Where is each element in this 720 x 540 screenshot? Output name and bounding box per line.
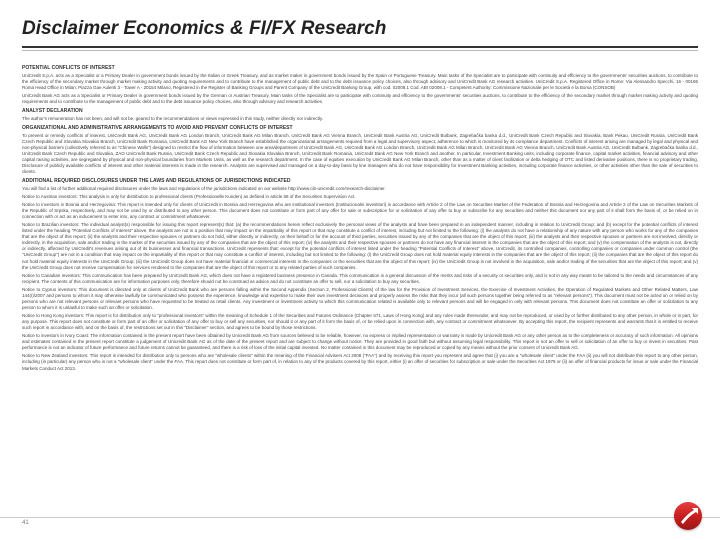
disclaimer-paragraph: Notice to Austrian investors: This analy… (22, 194, 698, 200)
footer-rule (0, 517, 720, 518)
disclaimer-paragraph: Notice to Brazilian investors: The indiv… (22, 222, 698, 271)
disclaimer-paragraph: Notice to investors in Ivory Coast: The … (22, 333, 698, 351)
page-number: 41 (22, 520, 29, 526)
disclaimer-body: POTENTIAL CONFLICTS OF INTERESTUniCredit… (22, 65, 698, 372)
section-heading: POTENTIAL CONFLICTS OF INTEREST (22, 65, 698, 72)
divider-light (22, 50, 698, 51)
disclaimer-paragraph: To prevent or remedy conflicts of intere… (22, 133, 698, 175)
divider-dark (22, 46, 698, 48)
disclaimer-paragraph: Notice to Cyprus investors: This documen… (22, 287, 698, 311)
page-title: Disclaimer Economics & FI/FX Research (22, 18, 698, 40)
disclaimer-paragraph: UniCredit Bank AG acts as a Specialist o… (22, 93, 698, 105)
disclaimer-page: Disclaimer Economics & FI/FX Research PO… (0, 0, 720, 372)
unicredit-logo (674, 502, 702, 530)
disclaimer-paragraph: Notice to Canadian investors: This commu… (22, 273, 698, 285)
section-heading: ORGANIZATIONAL AND ADMINISTRATIVE ARRANG… (22, 125, 698, 132)
disclaimer-paragraph: The author's remuneration has not been, … (22, 116, 698, 122)
disclaimer-paragraph: Notice to New Zealand investors: This re… (22, 353, 698, 371)
section-heading: ADDITIONAL REQUIRED DISCLOSURES UNDER TH… (22, 178, 698, 185)
disclaimer-paragraph: UniCredit S.p.A. acts as a Specialist or… (22, 73, 698, 91)
section-heading: ANALYST DECLARATION (22, 108, 698, 115)
disclaimer-paragraph: Notice to investors in Bosnia and Herzeg… (22, 202, 698, 220)
disclaimer-paragraph: You will find a list of further addition… (22, 186, 698, 192)
disclaimer-paragraph: Notice to Hong Kong investors: This repo… (22, 313, 698, 331)
